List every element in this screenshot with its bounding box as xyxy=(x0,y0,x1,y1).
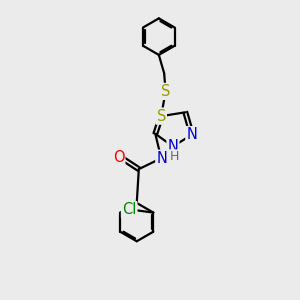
Text: N: N xyxy=(167,139,178,154)
Text: N: N xyxy=(156,151,167,166)
Text: S: S xyxy=(161,84,170,99)
Text: H: H xyxy=(170,150,179,163)
Text: N: N xyxy=(186,127,197,142)
Text: S: S xyxy=(157,109,166,124)
Text: O: O xyxy=(113,150,124,165)
Text: Cl: Cl xyxy=(122,202,136,217)
